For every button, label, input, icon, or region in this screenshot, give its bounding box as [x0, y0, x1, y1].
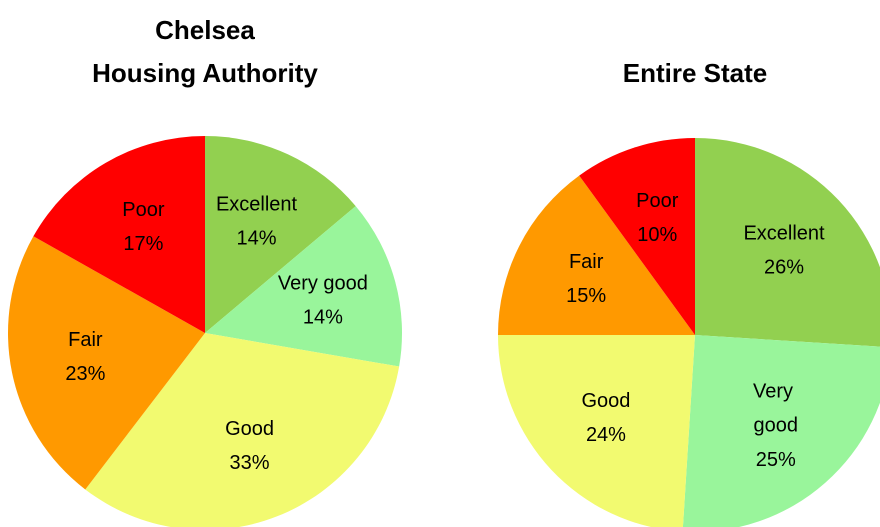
chart-title: Chelsea [155, 15, 255, 45]
pie-slice [8, 236, 206, 490]
slice-value-label: 25% [756, 449, 796, 471]
pie-slice [205, 136, 356, 333]
slice-label: Good [225, 418, 274, 440]
slice-label: Fair [68, 329, 103, 351]
pie-slice [682, 335, 880, 527]
pie-slice [33, 136, 206, 333]
pie-slice [579, 138, 695, 335]
slice-value-label: 15% [566, 285, 606, 307]
chart-title: Entire State [623, 58, 768, 88]
pie-slice [498, 175, 695, 335]
slice-value-label: 14% [303, 306, 343, 328]
slice-value-label: 33% [230, 452, 270, 474]
pie-slice [85, 333, 400, 527]
slice-label: Excellent [743, 223, 825, 245]
slice-label: Poor [636, 190, 679, 212]
slice-value-label: 17% [123, 233, 163, 255]
pie-slice [498, 335, 695, 527]
slice-label: Good [581, 390, 630, 412]
slice-label: Excellent [216, 194, 298, 216]
pie-slice [695, 138, 880, 347]
pie-slice [205, 206, 402, 367]
slice-value-label: 10% [637, 224, 677, 246]
slice-label: Fair [569, 251, 604, 273]
slice-label: Poor [122, 199, 165, 221]
slice-value-label: 26% [764, 257, 804, 279]
slice-value-label: 14% [237, 228, 277, 250]
slice-value-label: 23% [65, 363, 105, 385]
slice-label: Very good [753, 381, 799, 437]
chart-title: Housing Authority [92, 58, 318, 88]
slice-value-label: 24% [586, 424, 626, 446]
slice-label: Very good [278, 272, 368, 294]
